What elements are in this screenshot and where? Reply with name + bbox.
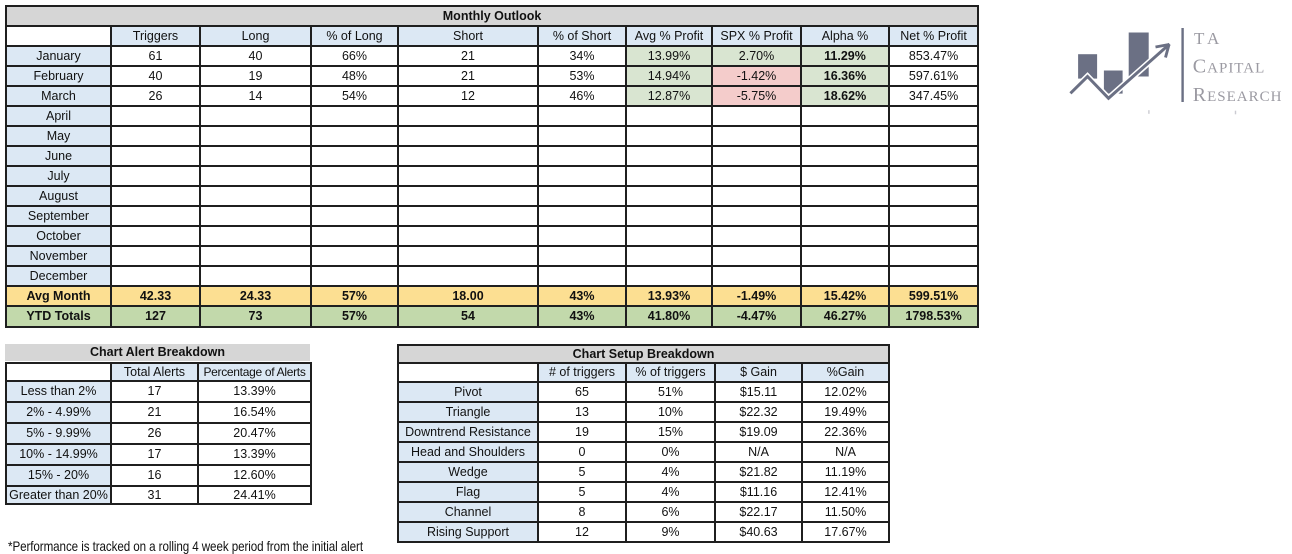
svg-text:RESEARCH: RESEARCH [1193, 84, 1283, 106]
svg-text:CAPITAL: CAPITAL [1193, 56, 1265, 78]
svg-text:TA: TA [1194, 29, 1223, 48]
